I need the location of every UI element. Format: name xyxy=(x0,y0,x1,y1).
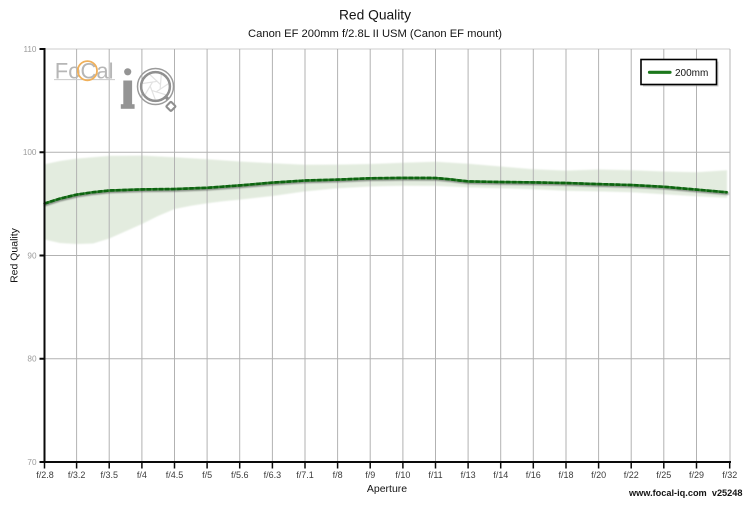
svg-text:f/29: f/29 xyxy=(689,470,704,480)
svg-text:f/16: f/16 xyxy=(526,470,541,480)
svg-text:f/14: f/14 xyxy=(493,470,508,480)
svg-text:www.focal-iq.com v25248: www.focal-iq.com v25248 xyxy=(628,488,743,498)
svg-text:f/22: f/22 xyxy=(624,470,639,480)
svg-text:f/11: f/11 xyxy=(428,470,442,480)
svg-text:f/4.5: f/4.5 xyxy=(166,470,184,480)
svg-text:f/8: f/8 xyxy=(333,470,343,480)
svg-text:110: 110 xyxy=(23,45,36,54)
svg-text:f/6.3: f/6.3 xyxy=(264,470,282,480)
svg-text:f/9: f/9 xyxy=(365,470,375,480)
svg-text:f/32: f/32 xyxy=(722,470,737,480)
svg-text:Aperture: Aperture xyxy=(367,483,407,495)
svg-text:80: 80 xyxy=(27,355,37,364)
svg-text:Red Quality: Red Quality xyxy=(339,8,411,23)
svg-text:f/2.8: f/2.8 xyxy=(36,470,54,480)
svg-text:f/7.1: f/7.1 xyxy=(296,470,314,480)
svg-text:f/13: f/13 xyxy=(461,470,476,480)
svg-text:Canon EF 200mm f/2.8L II USM (: Canon EF 200mm f/2.8L II USM (Canon EF m… xyxy=(248,28,502,40)
svg-text:f/3.2: f/3.2 xyxy=(68,470,86,480)
svg-text:f/10: f/10 xyxy=(395,470,410,480)
svg-text:f/5: f/5 xyxy=(202,470,212,480)
svg-text:Red Quality: Red Quality xyxy=(9,227,21,283)
svg-text:f/20: f/20 xyxy=(591,470,606,480)
svg-text:100: 100 xyxy=(23,148,37,157)
svg-text:f/25: f/25 xyxy=(656,470,671,480)
svg-text:f/5.6: f/5.6 xyxy=(231,470,249,480)
svg-text:f/4: f/4 xyxy=(137,470,147,480)
svg-text:f/3.5: f/3.5 xyxy=(100,470,118,480)
svg-text:70: 70 xyxy=(27,458,37,467)
svg-text:f/18: f/18 xyxy=(558,470,573,480)
svg-text:200mm: 200mm xyxy=(675,68,708,79)
svg-text:90: 90 xyxy=(27,251,37,260)
